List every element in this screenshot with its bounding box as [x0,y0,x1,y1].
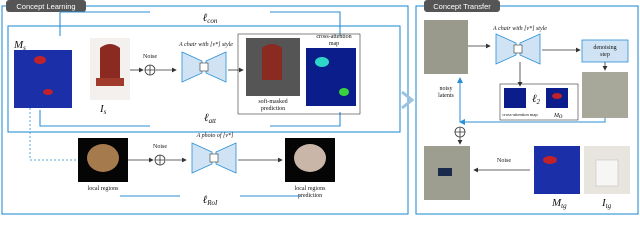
loss-label: ℓ2 [532,93,541,106]
prompt: A chair with [v*] style [492,26,547,32]
image-label: Itg [601,197,612,210]
caption: prediction [261,106,285,112]
target-mask [534,146,580,194]
loss-label: ℓatt [204,112,217,125]
loss-label: ℓRoI [203,194,218,207]
caption: cross-attention map [502,112,538,117]
denoising-box [581,39,629,63]
image-label: Is [99,103,107,116]
mask-label: Mo [553,112,563,120]
panel-title: Concept Learning [16,2,75,11]
caption: cross-attention [316,34,351,40]
prompt: A chair with [v*] style [178,42,233,48]
attention-map [504,88,526,108]
noise-label: Noise [143,54,157,60]
prompt: A photo of [v*] [196,132,234,139]
noise-label: Noise [497,158,511,164]
caption: latents [438,93,454,99]
mask-label: Mtg [551,197,567,210]
denoised-image [582,72,628,118]
caption: denoising [593,45,616,51]
caption: local regions [295,186,326,192]
caption: noisy [439,86,452,92]
attention-map [306,48,356,106]
mask-label: Ms [13,39,26,52]
concept-learning-panel: Concept Learning ℓcon ℓatt Ms Is Noise A… [1,0,409,215]
caption: map [329,41,339,47]
panel-title: Concept Transfer [433,2,491,11]
diagram: Concept Learning ℓcon ℓatt Ms Is Noise A… [1,0,639,215]
concept-transfer-panel: Concept Transfer noisy latents A chair w… [415,0,639,215]
caption: soft-masked [258,98,287,105]
noise-label: Noise [153,144,167,150]
noisy-latent [424,20,468,74]
caption: local regions [88,186,119,192]
caption: prediction [298,193,322,199]
loss-label: ℓcon [203,12,218,25]
caption: step [600,52,610,58]
